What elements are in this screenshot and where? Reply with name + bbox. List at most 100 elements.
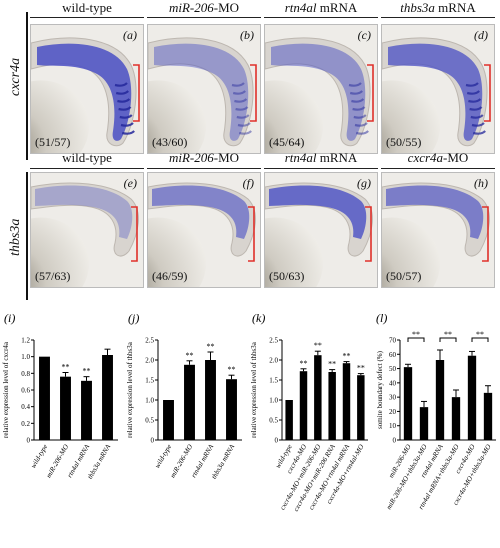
y-tick-label: 1.0 (21, 353, 30, 361)
embryo-count: (50/63) (269, 269, 305, 283)
y-axis-label: relative expression level of thbs3a (126, 341, 134, 438)
row1-header-underline (381, 17, 495, 18)
bar (451, 397, 461, 440)
row1-header-underline (30, 17, 144, 18)
row2-header-underline (147, 168, 261, 169)
significance-bracket (439, 337, 457, 342)
row1-embryo-image-4: (d) (50/55) (381, 24, 495, 154)
y-tick-label: 10 (389, 422, 397, 430)
bar (39, 356, 50, 440)
y-tick-label: 0.4 (21, 403, 30, 411)
header-gene-text: rtn4al (284, 0, 317, 15)
header-text: wild-type (62, 150, 112, 165)
bar (285, 400, 293, 440)
row1-header-underline (147, 17, 261, 18)
panel-letter: (l) (376, 311, 387, 325)
row2-header-4: cxcr4a-MO (381, 150, 495, 166)
chart-svg: 010203040506070miR-206-MOmiR-206-MO+thbs… (376, 311, 496, 511)
y-tick-label: 2.0 (145, 357, 154, 365)
bar (226, 379, 237, 440)
header-gene-text: miR-206 (168, 0, 214, 15)
bar (299, 371, 308, 440)
y-tick-label: 2.0 (269, 357, 278, 365)
embryo-count: (46/59) (152, 269, 188, 283)
embryo-illustration (382, 25, 494, 153)
y-tick-label: 0.5 (269, 417, 278, 425)
y-tick-label: 60 (389, 351, 397, 359)
y-tick-label: 20 (389, 408, 397, 416)
y-tick-label: 70 (389, 337, 397, 345)
embryo-illustration (31, 173, 143, 287)
row2-header-underline (264, 168, 378, 169)
row1-embryo-image-3: (c) (45/64) (264, 24, 378, 154)
row2-header-underline (381, 168, 495, 169)
significance-stars: ** (186, 351, 194, 360)
significance-stars: ** (314, 341, 322, 350)
header-gene-text: miR-206 (168, 150, 214, 165)
panel-letter: (k) (252, 311, 265, 325)
y-tick-label: 0.8 (21, 370, 30, 378)
header-gene-text: thbs3a (400, 0, 435, 15)
significance-stars: ** (62, 363, 70, 372)
significance-bracket (407, 337, 425, 342)
y-tick-label: 0.5 (145, 417, 154, 425)
y-tick-label: 0 (275, 437, 279, 445)
bar (314, 355, 322, 440)
bar-chart-k: 0 0.5 1.0 1.5 2.0 2.5 wild-type ** cxcr4a-MO ** cx… (248, 310, 372, 548)
y-tick-label: 40 (389, 379, 397, 387)
y-tick-label: 2.5 (145, 337, 154, 345)
y-tick-label: 1.0 (269, 397, 278, 405)
embryo-count: (51/57) (35, 135, 71, 149)
y-tick-label: 2.5 (269, 337, 278, 345)
row2-embryo-image-3: (g) (50/63) (264, 172, 378, 288)
significance-stars: ** (207, 342, 215, 351)
y-axis-label: relative expression level of thbs3a (250, 341, 258, 438)
row2-header-underline (30, 168, 144, 169)
bar (184, 364, 195, 440)
row1-header-underline (264, 17, 378, 18)
bar (60, 376, 71, 440)
y-axis-label: relative expression level of cxcr4a (2, 341, 10, 438)
significance-stars: ** (357, 364, 365, 373)
y-tick-label: 1.2 (21, 337, 30, 345)
bar (419, 407, 429, 440)
chart-svg: 00.20.40.60.81.01.2wild-type**miR-206-MO… (2, 311, 118, 481)
header-suffix-text: mRNA (316, 150, 358, 165)
header-suffix-text: -MO (213, 150, 240, 165)
y-tick-label: 1.5 (145, 377, 154, 385)
header-gene-text: rtn4al (284, 150, 317, 165)
y-axis-label: somite boundary defect (%) (376, 350, 384, 429)
panel-letter: (b) (240, 28, 254, 42)
panel-letter: (d) (474, 28, 488, 42)
row2-embryo-image-4: (h) (50/57) (381, 172, 495, 288)
row2-header-1: wild-type (30, 150, 144, 166)
significance-stars: ** (228, 365, 236, 374)
y-tick-label: 0 (393, 437, 397, 445)
embryo-count: (57/63) (35, 269, 71, 283)
chart-svg: 00.51.01.52.02.5wild-type**cxcr4a-MO**cx… (250, 311, 368, 513)
bar (435, 360, 445, 440)
panel-letter: (h) (474, 176, 488, 190)
row1-header-3: rtn4al mRNA (264, 0, 378, 16)
row1-header-2: miR-206-MO (147, 0, 261, 16)
y-tick-label: 0.2 (21, 420, 30, 428)
bar (357, 375, 365, 440)
embryo-count: (50/55) (386, 135, 422, 149)
row2-gene-label: thbs3a (8, 218, 23, 256)
bar (483, 392, 493, 440)
row1-gene-bar (26, 12, 28, 160)
embryo-illustration (148, 173, 260, 287)
significance-stars: ** (343, 352, 351, 361)
bar-chart-l: 0 10 20 30 40 50 60 70 miR-206-MO miR-206-MO+thbs… (374, 310, 500, 548)
panel-letter: (f) (242, 176, 254, 190)
row2-header-3: rtn4al mRNA (264, 150, 378, 166)
bar-chart-j: 0 0.5 1.0 1.5 2.0 2.5 wild-type ** miR-206-MO ** r… (124, 310, 246, 548)
bar (328, 372, 336, 440)
bar (467, 355, 477, 440)
row2-embryo-image-2: (f) (46/59) (147, 172, 261, 288)
significance-bracket (471, 337, 489, 342)
category-label: wild-type (153, 443, 173, 470)
significance-stars: ** (444, 330, 452, 339)
row2-gene-bar (26, 172, 28, 300)
significance-stars: ** (328, 360, 336, 369)
